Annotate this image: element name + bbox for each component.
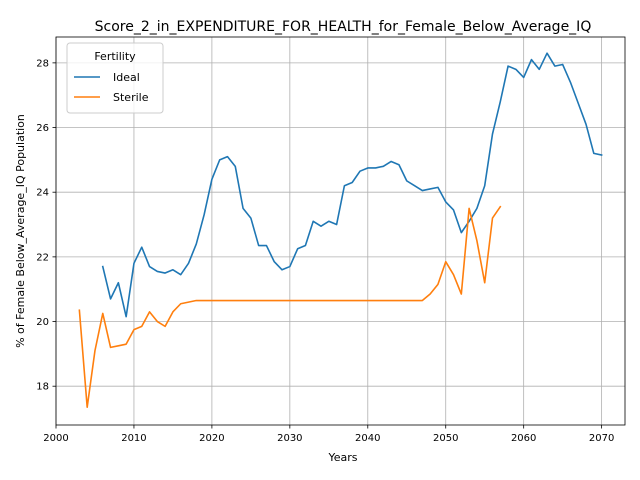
chart-title: Score_2_in_EXPENDITURE_FOR_HEALTH_for_Fe… — [95, 19, 592, 35]
legend-label-ideal: Ideal — [113, 71, 140, 84]
y-tick-label: 24 — [36, 188, 49, 199]
x-tick-label: 2030 — [277, 433, 302, 444]
y-tick-label: 28 — [36, 58, 49, 69]
x-tick-label: 2050 — [433, 433, 458, 444]
y-tick-label: 26 — [36, 123, 49, 134]
y-tick-label: 22 — [36, 252, 49, 263]
x-axis-label: Years — [327, 451, 357, 464]
x-tick-label: 2040 — [355, 433, 380, 444]
y-axis-label: % of Female Below_Average_IQ Population — [14, 114, 27, 348]
x-tick-label: 2010 — [121, 433, 146, 444]
legend-title: Fertility — [94, 50, 136, 63]
x-tick-label: 2000 — [43, 433, 68, 444]
x-tick-label: 2020 — [199, 433, 224, 444]
y-tick-label: 18 — [36, 382, 49, 393]
legend: Fertility Ideal Sterile — [67, 43, 163, 113]
legend-label-sterile: Sterile — [113, 91, 149, 104]
x-tick-label: 2060 — [511, 433, 536, 444]
y-tick-label: 20 — [36, 317, 49, 328]
x-tick-label: 2070 — [589, 433, 614, 444]
